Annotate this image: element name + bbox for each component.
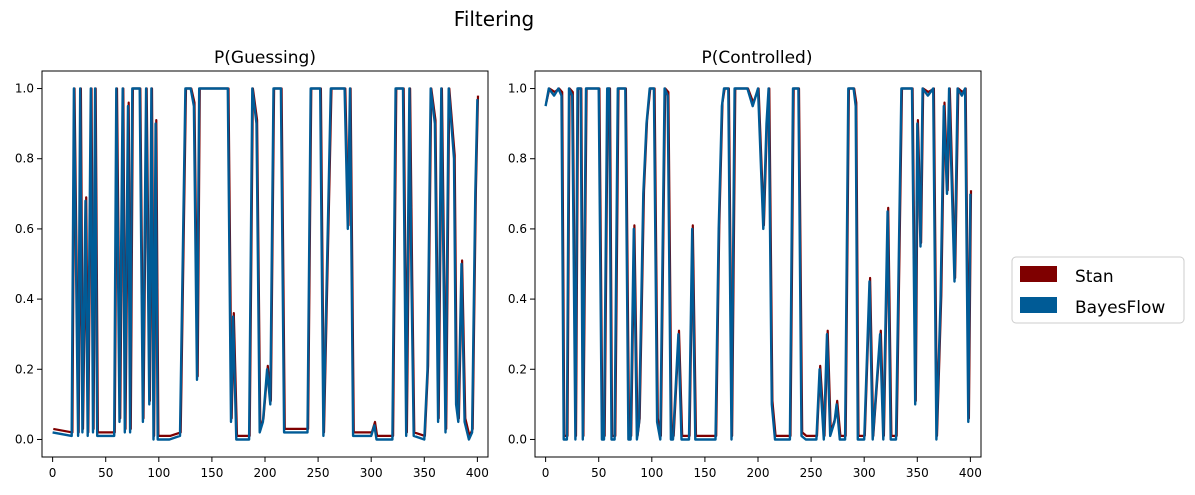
chart-guessing-y-tick-label: 0.2 [15,362,34,376]
chart-controlled-x-tick-label: 50 [591,466,606,480]
legend-label-bayesflow: BayesFlow [1075,298,1165,318]
chart-controlled-x-tick-label: 350 [906,466,929,480]
legend-swatch-bayesflow [1020,297,1057,313]
chart-guessing-x-tick-label: 300 [360,466,383,480]
chart-guessing-x-tick-label: 100 [147,466,170,480]
chart-guessing-x-tick-label: 400 [466,466,489,480]
chart-controlled-x-tick-label: 400 [959,466,982,480]
chart-controlled-x-tick-label: 200 [747,466,770,480]
chart-controlled-y-tick-label: 0.4 [508,292,527,306]
chart-controlled-y-tick-label: 0.0 [508,432,527,446]
chart-controlled-y-tick-label: 0.8 [508,152,527,166]
chart-controlled-y-tick-label: 0.6 [508,222,527,236]
chart-controlled-x-axis: 0 50 100 150 200 250 300 350 400 [542,457,982,480]
chart-controlled-x-tick-label: 300 [853,466,876,480]
chart-guessing-x-tick-label: 50 [98,466,113,480]
chart-guessing-y-axis: 0.0 0.2 0.4 0.6 0.8 1.0 [15,82,42,446]
chart-guessing-x-axis: 0 50 100 150 200 250 300 350 400 [49,457,489,480]
legend-label-stan: Stan [1075,267,1114,287]
chart-guessing-line-bayesflow [52,87,479,441]
chart-guessing-x-tick-label: 200 [254,466,277,480]
chart-controlled-frame [534,70,982,458]
chart-controlled-x-tick-label: 100 [640,466,663,480]
chart-guessing-x-tick-label: 250 [307,466,330,480]
chart-guessing-x-tick-label: 150 [200,466,223,480]
chart-guessing-y-tick-label: 0.6 [15,222,34,236]
chart-guessing-y-tick-label: 0.4 [15,292,34,306]
chart-guessing-y-tick-label: 0.0 [15,432,34,446]
chart-controlled-x-tick-label: 150 [693,466,716,480]
chart-controlled-line-bayesflow [544,87,972,441]
legend-swatch-stan [1020,266,1057,282]
chart-guessing-series-bayesflow [52,87,479,441]
legend: Stan BayesFlow [1011,256,1185,324]
chart-controlled-title: P(Controlled) [702,48,813,68]
chart-controlled-series-bayesflow [544,87,972,441]
chart-guessing-frame [41,70,489,458]
chart-controlled-x-tick-label: 0 [542,466,550,480]
chart-guessing-y-tick-label: 1.0 [15,82,34,96]
chart-controlled-y-axis: 0.0 0.2 0.4 0.6 0.8 1.0 [508,82,535,446]
chart-guessing-x-tick-label: 0 [49,466,57,480]
chart-controlled: P(Controlled) 0 50 100 150 200 250 300 350 400 0… [508,48,982,480]
chart-controlled-y-tick-label: 1.0 [508,82,527,96]
figure-title: Filtering [454,7,534,31]
chart-guessing-y-tick-label: 0.8 [15,152,34,166]
chart-guessing-title: P(Guessing) [214,48,316,68]
chart-guessing: P(Guessing) 0 50 100 150 200 250 300 350 400 0.0… [15,48,489,480]
chart-controlled-x-tick-label: 250 [800,466,823,480]
chart-controlled-y-tick-label: 0.2 [508,362,527,376]
chart-guessing-x-tick-label: 350 [413,466,436,480]
